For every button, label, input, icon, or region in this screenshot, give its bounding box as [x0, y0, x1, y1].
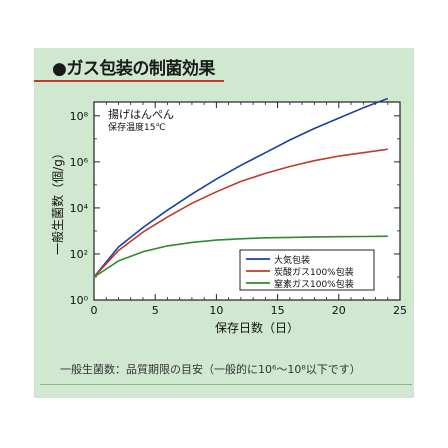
y-tick-label: 10⁸ — [70, 110, 89, 123]
legend-label-2: 窒素ガス100%包装 — [274, 278, 354, 290]
page-title: ●ガス包装の制菌効果 — [52, 59, 215, 79]
chart-annotation: 揚げはんぺん — [108, 108, 174, 121]
y-tick-label: 10² — [70, 248, 88, 261]
series-line-0 — [93, 97, 389, 278]
x-tick-label: 15 — [271, 304, 285, 317]
footnote: 一般生菌数：品質期限の目安（一般的に10⁶〜10⁸以下です） — [60, 363, 361, 376]
y-tick-label: 10⁴ — [70, 202, 89, 215]
title-underline — [34, 80, 224, 82]
legend-label-0: 大気包装 — [274, 254, 310, 266]
series-line-1 — [93, 148, 388, 278]
y-tick-label: 10⁰ — [70, 294, 89, 307]
x-tick-label: 20 — [332, 304, 346, 317]
series-line-2 — [93, 235, 388, 278]
x-tick-label: 0 — [91, 304, 98, 317]
y-tick-label: 10⁶ — [70, 156, 89, 169]
chart-annotation: 保存温度15℃ — [108, 121, 166, 133]
legend-label-1: 炭酸ガス100%包装 — [274, 266, 354, 278]
title-bar: ●ガス包装の制菌効果 — [34, 53, 414, 79]
x-axis-label: 保存日数（日） — [215, 320, 299, 335]
x-tick-label: 25 — [393, 304, 407, 317]
x-tick-label: 5 — [152, 304, 159, 317]
y-axis-label: 一般生菌数（個/g） — [50, 147, 65, 255]
x-tick-label: 10 — [209, 304, 223, 317]
footnote-divider — [40, 384, 412, 385]
